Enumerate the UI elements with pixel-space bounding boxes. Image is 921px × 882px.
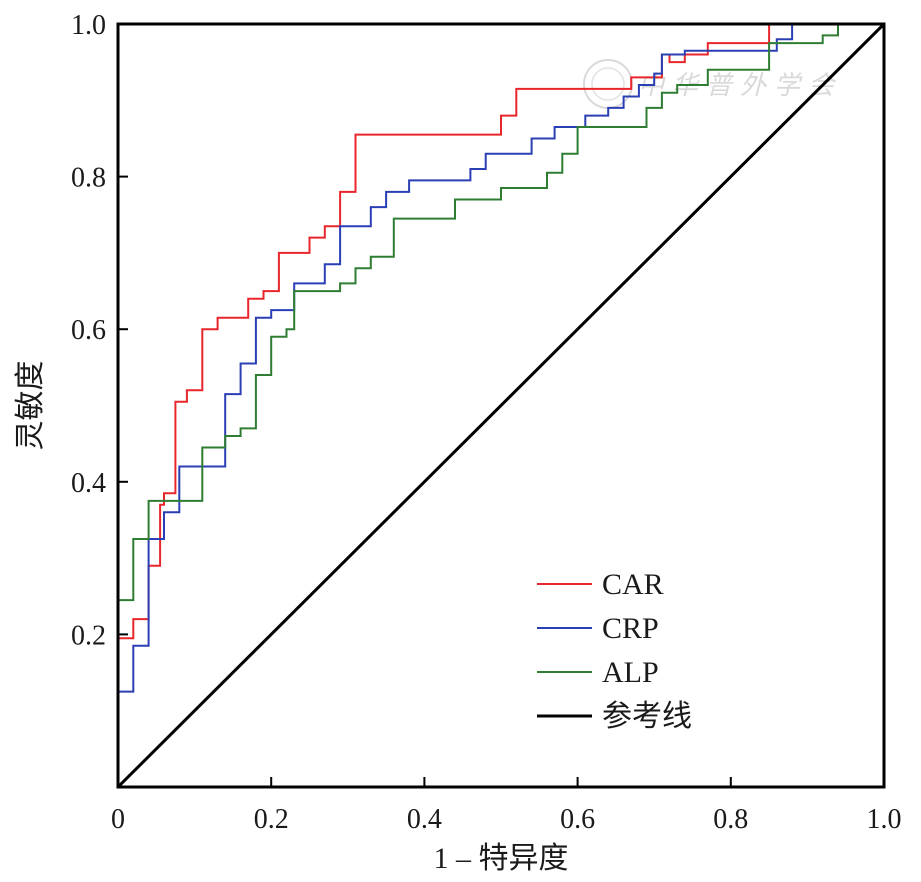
x-tick-label: 0.8: [713, 804, 748, 835]
legend-label-car: CAR: [602, 568, 664, 601]
x-tick-label: 0.4: [407, 804, 442, 835]
x-axis-label: 1 – 特异度: [434, 842, 569, 875]
x-tick-label: 0: [111, 804, 125, 835]
x-tick-label: 1.0: [867, 804, 902, 835]
series-line-crp: [118, 23, 884, 693]
y-tick-label: 0.4: [71, 468, 106, 499]
legend-label-crp: CRP: [602, 612, 659, 645]
watermark-text: 中华普外学会: [638, 71, 842, 101]
watermark-seal-icon: [583, 59, 633, 109]
watermark: 中华普外学会: [583, 59, 842, 109]
x-tick-label: 0.2: [254, 804, 289, 835]
legend: CAR CRP ALP 参考线: [537, 568, 692, 733]
legend-label-reference: 参考线: [602, 700, 692, 733]
series-lines: [116, 22, 886, 789]
series-line-reference: [116, 22, 886, 789]
y-tick-label: 1.0: [71, 10, 106, 41]
series-line-alp: [118, 23, 884, 602]
x-tick-label: 0.6: [560, 804, 595, 835]
watermark-seal-inner: [591, 67, 625, 101]
y-axis-label: 灵敏度: [14, 361, 47, 451]
plot-frame: [116, 22, 886, 789]
series-line-car: [118, 23, 884, 640]
legend-label-alp: ALP: [602, 656, 659, 689]
axis-ticks: 0 0.2 0.4 0.6 0.8 1.0 0.2 0.4 0.6 0.8 1.0: [71, 10, 902, 835]
y-tick-label: 0.8: [71, 163, 106, 194]
y-tick-label: 0.2: [71, 620, 106, 651]
y-tick-label: 0.6: [71, 315, 106, 346]
